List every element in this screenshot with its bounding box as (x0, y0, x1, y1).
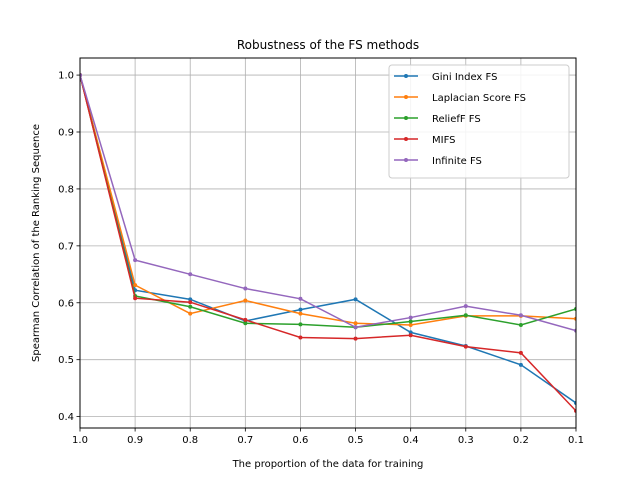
data-point (353, 325, 358, 330)
data-point (188, 272, 193, 277)
data-point (298, 335, 303, 340)
data-point (463, 344, 468, 349)
data-point (188, 297, 193, 302)
data-point (133, 283, 138, 288)
data-point (243, 286, 248, 291)
x-tick-label: 0.2 (513, 435, 529, 446)
x-axis-label: The proportion of the data for training (232, 459, 424, 470)
x-tick-label: 0.1 (568, 435, 584, 446)
data-point (243, 321, 248, 326)
data-point (188, 304, 193, 309)
data-point (298, 322, 303, 327)
x-tick-label: 0.8 (182, 435, 198, 446)
legend-item: ReliefF FS (394, 114, 481, 125)
legend-item: Laplacian Score FS (394, 93, 526, 104)
y-axis-ticks: 0.4 0.5 0.6 0.7 0.8 0.9 1.0 (58, 71, 80, 423)
legend-marker (404, 116, 408, 120)
data-point (408, 319, 413, 324)
y-tick-label: 0.7 (58, 241, 74, 252)
data-point (298, 296, 303, 301)
x-tick-label: 0.9 (127, 435, 143, 446)
data-point (188, 300, 193, 305)
data-point (298, 307, 303, 312)
data-point (353, 321, 358, 326)
y-tick-label: 0.5 (58, 355, 74, 366)
y-tick-label: 1.0 (58, 71, 74, 82)
x-tick-label: 0.3 (458, 435, 474, 446)
legend-marker (404, 74, 408, 78)
data-point (518, 362, 523, 367)
data-point (353, 336, 358, 341)
data-point (408, 322, 413, 327)
x-tick-label: 0.4 (403, 435, 419, 446)
legend-marker (404, 137, 408, 141)
series-line (80, 74, 576, 326)
x-tick-label: 0.6 (292, 435, 308, 446)
chart-title: Robustness of the FS methods (237, 38, 419, 52)
data-point (243, 298, 248, 303)
data-point (463, 313, 468, 318)
data-point (298, 311, 303, 316)
data-point (408, 330, 413, 335)
data-point (518, 350, 523, 355)
grid-lines (79, 58, 577, 428)
series-group (80, 73, 576, 413)
x-tick-label: 1.0 (72, 435, 88, 446)
data-point (463, 304, 468, 309)
y-tick-label: 0.8 (58, 184, 74, 195)
legend-item: MIFS (394, 135, 456, 146)
x-tick-label: 0.5 (348, 435, 364, 446)
legend-label: ReliefF FS (432, 114, 481, 125)
series-line (80, 74, 576, 412)
data-point (243, 317, 248, 322)
series-line (80, 74, 576, 332)
legend-label: MIFS (432, 135, 456, 146)
x-tick-label: 0.7 (237, 435, 253, 446)
data-point (353, 297, 358, 302)
data-point (133, 296, 138, 301)
legend: Gini Index FS Laplacian Score FS ReliefF F… (388, 64, 570, 179)
series-line (80, 74, 576, 404)
legend-item: Infinite FS (394, 156, 482, 167)
y-tick-label: 0.4 (58, 412, 74, 423)
legend-label: Infinite FS (432, 156, 482, 167)
data-point (188, 311, 193, 316)
data-point (518, 313, 523, 318)
data-point (408, 315, 413, 320)
y-axis-label: Spearman Correlation of the Ranking Sequ… (31, 124, 42, 362)
legend-box (388, 64, 570, 179)
legend-marker (404, 95, 408, 99)
x-axis-ticks: 1.0 0.9 0.8 0.7 0.6 0.5 0.4 0.3 0.2 0.1 (72, 428, 584, 446)
legend-label: Gini Index FS (432, 72, 497, 83)
legend-label: Laplacian Score FS (432, 93, 526, 104)
legend-marker (404, 158, 408, 162)
data-point (518, 322, 523, 327)
series-infinite-fs (80, 73, 576, 333)
data-point (408, 333, 413, 338)
y-tick-label: 0.6 (58, 298, 74, 309)
legend-item: Gini Index FS (394, 72, 497, 83)
y-tick-label: 0.9 (58, 128, 74, 139)
plot-frame (79, 57, 577, 429)
data-point (133, 258, 138, 263)
series-line (80, 74, 576, 329)
